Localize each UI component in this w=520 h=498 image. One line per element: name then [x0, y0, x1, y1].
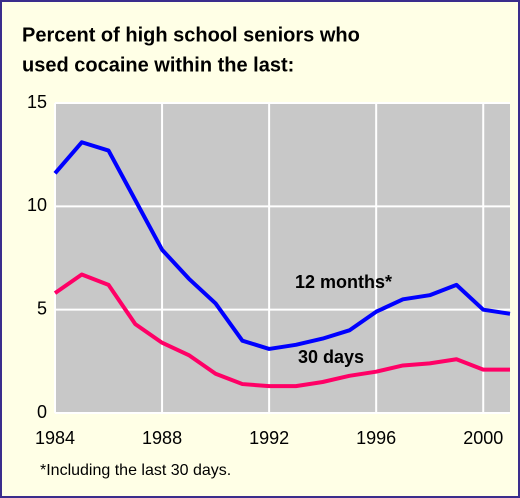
chart-title: Percent of high school seniors who: [22, 24, 360, 46]
x-tick-label: 1996: [356, 428, 396, 448]
y-tick-label: 15: [27, 92, 47, 112]
x-tick-label: 2000: [463, 428, 503, 448]
y-tick-label: 10: [27, 195, 47, 215]
series-line: [53, 272, 510, 389]
x-tick-label: 1984: [35, 428, 75, 448]
series-label: 30 days: [298, 347, 364, 367]
plot-area: [55, 103, 510, 413]
y-tick-label: 0: [37, 402, 47, 422]
series-line: [53, 140, 511, 351]
x-tick-label: 1988: [142, 428, 182, 448]
series-label: 12 months*: [295, 272, 392, 292]
footnote: *Including the last 30 days.: [40, 462, 231, 479]
chart-title: used cocaine within the last:: [22, 54, 294, 76]
x-tick-label: 1992: [249, 428, 289, 448]
y-tick-label: 5: [37, 298, 47, 318]
